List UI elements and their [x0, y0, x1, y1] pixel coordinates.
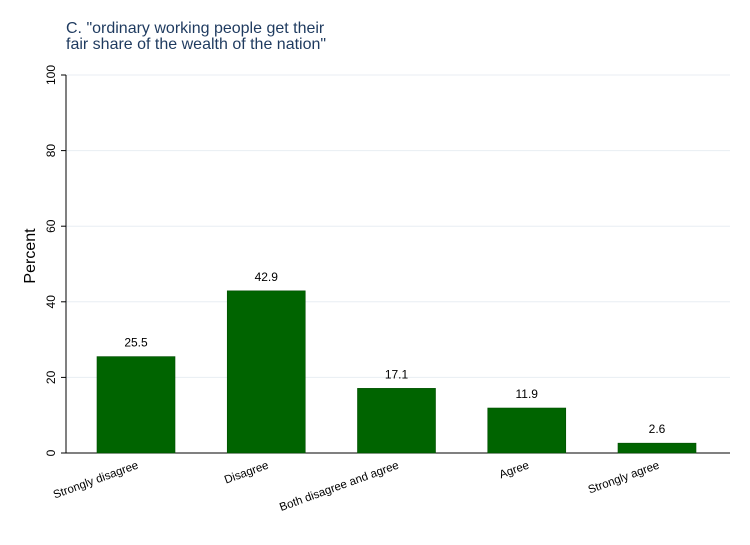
value-label-4: 2.6 — [649, 422, 666, 436]
x-tick-label-4: Strongly agree — [587, 460, 661, 497]
bar-1 — [226, 290, 306, 454]
grid-lines — [66, 74, 730, 378]
x-tick-label-0: Strongly disagree — [52, 460, 140, 502]
y-tick-label-60: 60 — [44, 219, 58, 233]
bar-4 — [617, 442, 697, 454]
y-tick-labels: 0 20 40 60 80 100 — [44, 65, 58, 457]
value-label-0: 25.5 — [124, 336, 148, 350]
chart-title-line-1: C. "ordinary working people get their — [66, 20, 325, 37]
value-labels: 25.5 42.9 17.1 11.9 2.6 — [124, 270, 665, 436]
y-tick-label-0: 0 — [44, 449, 58, 456]
bar-2 — [357, 388, 436, 454]
y-tick-label-80: 80 — [44, 144, 58, 158]
bar-0 — [96, 356, 176, 454]
chart-title-line-2: fair share of the wealth of the nation" — [66, 36, 327, 53]
x-tick-labels: Strongly disagree Disagree Both disagree a… — [52, 460, 661, 514]
x-tick-label-2: Both disagree and agree — [278, 460, 400, 514]
bar-3 — [487, 407, 567, 454]
y-tick-label-20: 20 — [44, 370, 58, 384]
bars — [96, 290, 697, 454]
x-tick-label-3: Agree — [498, 460, 531, 482]
y-tick-label-100: 100 — [44, 65, 58, 85]
value-label-1: 42.9 — [255, 270, 279, 284]
y-tick-label-40: 40 — [44, 295, 58, 309]
value-label-3: 11.9 — [516, 387, 539, 401]
x-tick-label-1: Disagree — [223, 460, 270, 487]
value-label-2: 17.1 — [385, 367, 409, 381]
